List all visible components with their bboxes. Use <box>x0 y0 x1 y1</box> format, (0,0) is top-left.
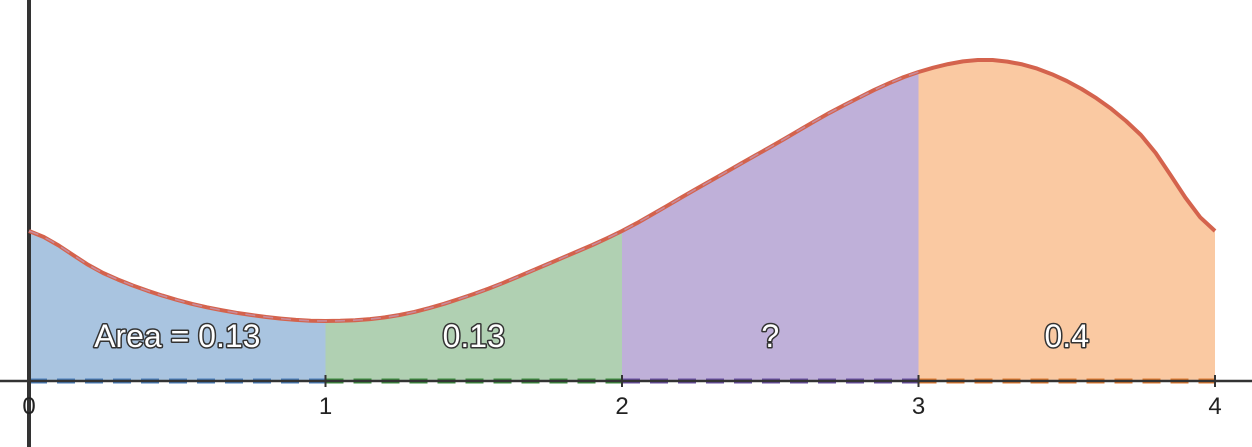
region-fill-3 <box>622 72 919 381</box>
region-fill-4 <box>918 59 1215 382</box>
function-curve-dash <box>28 71 919 322</box>
function-curve <box>28 58 1217 323</box>
region-label-4: 0.4 <box>1045 318 1089 354</box>
region-label-1: Area = 0.13 <box>94 318 260 354</box>
region-fill-1 <box>29 231 326 381</box>
region-fills <box>29 59 1215 382</box>
region-fill-2 <box>325 231 622 381</box>
x-ticks <box>28 375 1216 387</box>
x-tick-label-1: 1 <box>319 393 332 420</box>
x-tick-label-0: 0 <box>22 393 35 420</box>
x-tick-label-2: 2 <box>615 393 628 420</box>
region-label-3: ? <box>761 318 779 354</box>
region-label-2: 0.13 <box>443 318 505 354</box>
x-tick-label-4: 4 <box>1208 393 1221 420</box>
region-labels: Area = 0.13 0.13 ? 0.4 <box>93 317 1091 356</box>
x-tick-labels: 0 1 2 3 4 <box>22 393 1221 420</box>
x-tick-label-3: 3 <box>912 393 925 420</box>
